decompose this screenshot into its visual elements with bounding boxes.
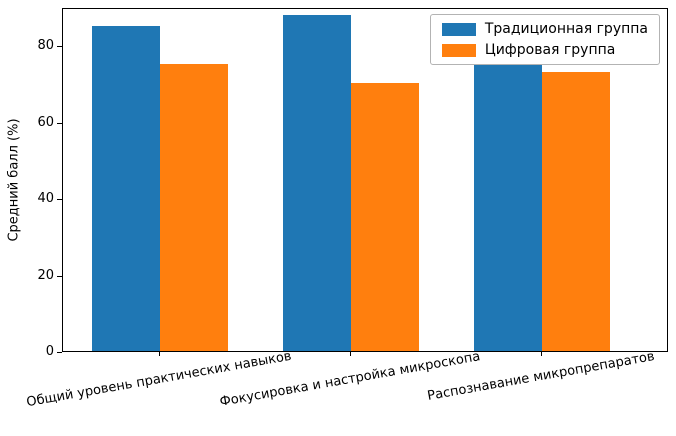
bar-series1-group0 — [159, 64, 228, 351]
y-tick-mark — [57, 275, 62, 277]
y-tick-mark — [57, 352, 62, 353]
bar-series1-group1 — [350, 83, 419, 351]
bar-series0-group0 — [91, 26, 160, 351]
bar-series0-group2 — [473, 45, 542, 351]
x-tick-mark — [540, 352, 542, 356]
x-tick-mark — [349, 352, 351, 356]
bar-series0-group1 — [282, 14, 351, 351]
legend-label-digital: Цифровая группа — [484, 42, 616, 58]
y-axis-label: Средний балл (%) — [6, 118, 22, 242]
legend-label-traditional: Традиционная группа — [484, 21, 648, 37]
legend-swatch-traditional-icon — [441, 22, 476, 36]
legend: Традиционная группа Цифровая группа — [429, 14, 660, 65]
legend-item-digital: Цифровая группа — [441, 42, 648, 58]
y-tick-label: 80 — [37, 38, 54, 54]
y-tick-label: 40 — [37, 191, 54, 207]
legend-swatch-digital-icon — [441, 43, 476, 57]
legend-item-traditional: Традиционная группа — [441, 21, 648, 37]
y-tick-label: 0 — [45, 344, 54, 359]
y-tick-mark — [57, 122, 62, 124]
plot-area: Традиционная группа Цифровая группа — [62, 8, 668, 352]
y-tick-label: 60 — [37, 114, 54, 130]
y-tick-mark — [57, 199, 62, 201]
y-tick-label: 20 — [37, 267, 54, 283]
x-tick-mark — [158, 352, 160, 356]
y-tick-mark — [57, 46, 62, 48]
bar-series1-group2 — [541, 71, 610, 351]
